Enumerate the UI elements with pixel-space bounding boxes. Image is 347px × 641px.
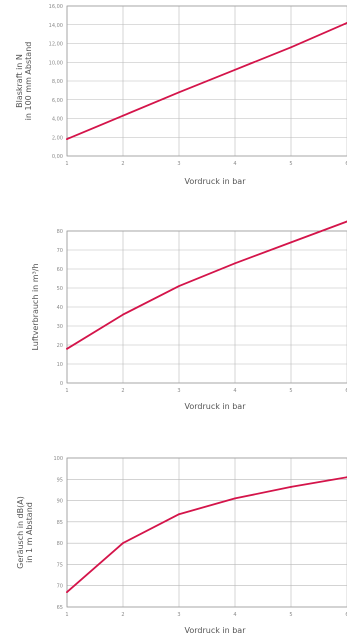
y-tick-label: 100: [53, 456, 63, 462]
data-point: [178, 91, 180, 94]
x-tick-label: 6: [345, 388, 347, 394]
y-tick-label: 60: [57, 267, 63, 273]
plot-frame: [66, 457, 347, 608]
y-tick-label: 50: [57, 286, 63, 292]
plot-frame: [66, 5, 347, 157]
y-tick-label: 10: [57, 362, 63, 368]
x-tick-label: 1: [65, 161, 68, 167]
y-tick-label: 16,00: [49, 4, 63, 10]
data-point: [66, 591, 68, 593]
y-axis-label: in 100 mm Abstand: [24, 42, 33, 121]
x-tick-label: 4: [233, 388, 236, 394]
y-tick-label: 6,00: [52, 98, 63, 104]
data-point: [234, 262, 236, 265]
y-tick-label: 14,00: [49, 23, 63, 29]
y-tick-label: 70: [57, 584, 63, 590]
y-tick-label: 2,00: [52, 135, 63, 141]
y-tick-label: 70: [57, 248, 63, 254]
y-tick-label: 0: [60, 381, 63, 387]
data-point: [122, 114, 124, 117]
x-tick-label: 2: [121, 388, 124, 394]
y-tick-label: 8,00: [52, 79, 63, 85]
x-tick-label: 1: [65, 388, 68, 394]
y-tick-label: 75: [57, 562, 63, 568]
y-tick-label: 80: [57, 229, 63, 235]
x-tick-label: 2: [121, 612, 124, 618]
y-axis-label: in 1 m Abstand: [25, 502, 34, 563]
x-tick-label: 4: [233, 161, 236, 167]
series-line: [66, 476, 347, 593]
y-tick-label: 4,00: [52, 117, 63, 123]
x-tick-label: 6: [345, 161, 347, 167]
chart-1: 0,00 2,00 4,00 6,00 8,00 10,00 12,00 14,00 16,00…: [15, 4, 347, 186]
y-tick-label: 80: [57, 541, 63, 547]
chart-3: 65 70 75 80 85 90 95 100 1 2 3 4 5 6 Vordruck in bar Ge…: [16, 456, 347, 635]
x-tick-label: 5: [289, 388, 292, 394]
x-tick-label: 2: [121, 161, 124, 167]
chart-2: 0 10 20 30 40 50 60 70 80 1 2 3 4 5 6 Vordruck in bar Lu…: [31, 220, 347, 411]
x-tick-label: 4: [233, 612, 236, 618]
x-tick-label: 5: [289, 161, 292, 167]
data-point: [290, 241, 292, 244]
x-tick-label: 3: [177, 161, 180, 167]
y-tick-label: 85: [57, 520, 63, 526]
data-point: [234, 68, 236, 71]
y-tick-label: 40: [57, 305, 63, 311]
x-axis-label: Vordruck in bar: [184, 626, 246, 635]
data-point: [66, 347, 68, 350]
series-line: [66, 22, 347, 140]
y-tick-label: 12,00: [49, 42, 63, 48]
y-tick-label: 0,00: [52, 154, 63, 160]
y-tick-label: 65: [57, 605, 63, 611]
data-point: [122, 542, 124, 545]
x-tick-label: 6: [345, 612, 347, 618]
data-point: [178, 513, 180, 516]
x-tick-label: 5: [289, 612, 292, 618]
series-line: [66, 220, 347, 350]
y-axis-label: Luftverbrauch in m³/h: [31, 263, 40, 350]
x-axis-label: Vordruck in bar: [184, 402, 246, 411]
data-point: [122, 313, 124, 316]
x-tick-label: 3: [177, 388, 180, 394]
y-tick-label: 30: [57, 324, 63, 330]
data-point: [66, 138, 68, 141]
data-point: [290, 486, 292, 488]
x-axis-label: Vordruck in bar: [184, 177, 246, 186]
data-point: [290, 46, 292, 49]
y-tick-label: 20: [57, 343, 63, 349]
y-tick-label: 10,00: [49, 60, 63, 66]
plot-frame: [66, 230, 347, 384]
y-axis-label: Blaskraft in N: [15, 54, 24, 108]
y-tick-label: 90: [57, 499, 63, 505]
data-point: [178, 285, 180, 287]
x-tick-label: 3: [177, 612, 180, 618]
y-tick-label: 95: [57, 477, 63, 483]
data-point: [234, 497, 236, 500]
x-tick-label: 1: [65, 612, 68, 618]
y-axis-label: Geräusch in dB(A): [16, 496, 25, 569]
